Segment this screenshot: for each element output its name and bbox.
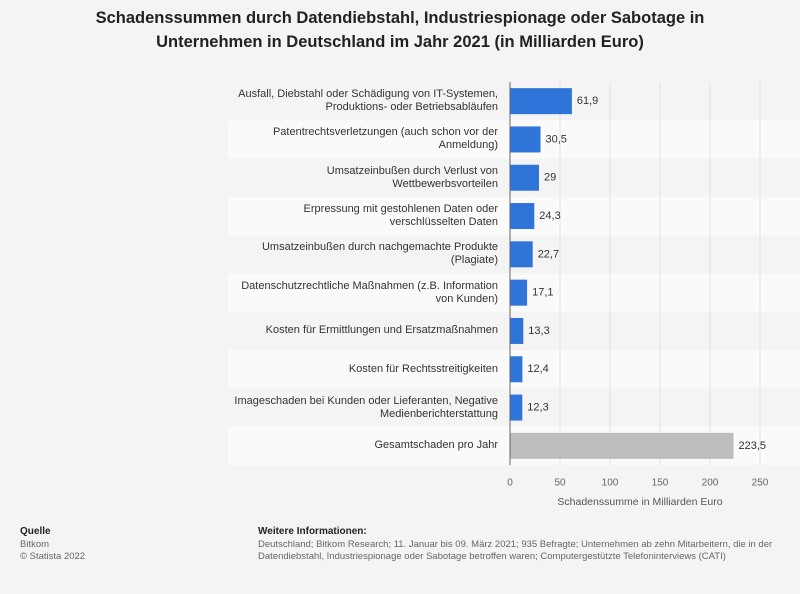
source-heading: Quelle [20,526,51,537]
category-label: Umsatzeinbußen durch Verlust von Wettbew… [326,164,498,190]
info-line: Deutschland; Bitkom Research; 11. Januar… [258,539,773,550]
category-label: Kosten für Rechtsstreitigkeiten [348,362,498,375]
category-label: Erpressung mit gestohlenen Daten oder ve… [303,203,498,229]
info-heading: Weitere Informationen: [258,526,367,537]
x-axis-label: Schadenssumme in Milliarden Euro [557,496,722,508]
source: Bitkom [20,539,50,550]
copyright: © Statista 2022 [20,551,86,562]
x-tick-label: 50 [554,478,566,489]
value-label: 12,4 [527,363,548,375]
category-label: Kosten für Ermittlungen und Ersatzmaßnah… [265,324,498,337]
value-label: 22,7 [538,248,559,260]
value-label: 12,3 [527,401,548,413]
bar [510,241,533,268]
value-label: 29 [544,172,556,184]
bar [510,279,528,306]
value-label: 17,1 [532,287,553,299]
x-tick-label: 100 [602,478,619,489]
bar [510,317,524,344]
category-label: Patentrechtsverletzungen (auch schon vor… [272,126,498,152]
value-label: 30,5 [546,133,567,145]
x-tick-label: 200 [702,478,719,489]
category-label: Umsatzeinbußen durch nachgemachte Produk… [261,241,498,267]
category-label: Imageschaden bei Kunden oder Lieferanten… [234,394,498,420]
value-label: 61,9 [577,95,598,107]
category-label: Gesamtschaden pro Jahr [374,439,498,452]
info-line: Datendiebstahl, Industriespionage oder S… [258,551,726,562]
bar [510,394,523,421]
value-label: 24,3 [539,210,560,222]
bar [510,126,541,153]
category-label: Datenschutzrechtliche Maßnahmen (z.B. In… [241,279,498,305]
value-label: 13,3 [528,325,549,337]
bar [510,432,734,459]
value-label: 223,5 [739,440,767,452]
x-tick-label: 0 [507,478,513,489]
bar [510,164,539,191]
bar [510,88,572,115]
x-tick-label: 150 [652,478,669,489]
x-tick-label: 250 [752,478,769,489]
chart-title: Schadenssummen durch Datendiebstahl, Ind… [95,9,705,51]
bar [510,356,523,383]
bar [510,203,535,230]
category-label: Ausfall, Diebstahl oder Schädigung von I… [238,88,498,114]
